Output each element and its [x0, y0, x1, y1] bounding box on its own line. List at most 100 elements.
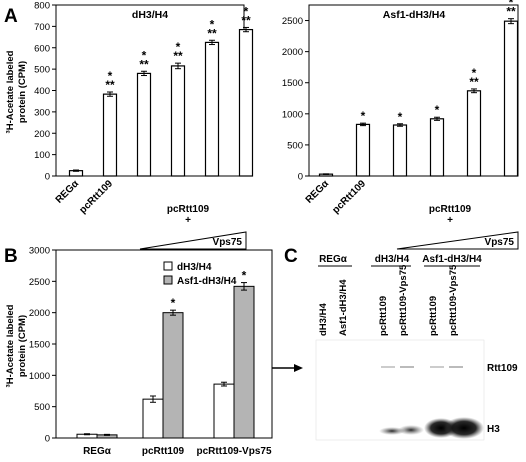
annotation-5-line-1: *: [509, 0, 514, 10]
gel-lane-5: pcRtt109: [428, 296, 439, 336]
panel-b-ylabel-line2: protein (CPM): [17, 315, 28, 377]
legend-label-asf1-dh3h4: Asf1-dH3/H4: [177, 276, 237, 287]
y-tick-label: 700: [34, 22, 50, 33]
y-tick-label: 300: [34, 107, 50, 118]
annotation-4-line-0: **: [207, 26, 217, 40]
annotation-2-1-line-0: *: [242, 269, 247, 283]
y-tick-label: 800: [34, 1, 50, 12]
y-tick-label: 100: [34, 150, 50, 161]
annotation-1-line-0: *: [361, 109, 366, 123]
annotation-3-line-1: *: [176, 40, 181, 54]
y-tick-label: 1500: [29, 340, 50, 351]
band-rtt109-lane3: [381, 366, 395, 368]
chart-title: dH3/H4: [132, 9, 168, 21]
annotation-2-line-1: *: [142, 48, 147, 62]
bar-4: [204, 41, 220, 177]
band-h3-lane6: [444, 417, 484, 439]
bar-5: [503, 20, 519, 177]
panel-label-a: A: [4, 6, 18, 27]
panel-label-b: B: [4, 246, 18, 267]
y-tick-label: 500: [287, 140, 303, 151]
category-label-2: pcRtt109-Vps75: [196, 446, 271, 457]
y-tick-label: 0: [298, 172, 303, 183]
gel-panel: REGα dH3/H4 Asf1-dH3/H4 dH3/H4 Asf1-dH3/…: [272, 254, 518, 441]
band-rtt109-lane4: [400, 366, 414, 368]
annotation-1-line-1: *: [108, 69, 113, 83]
y-tick-label: 2000: [282, 47, 303, 58]
panel-b-ylabel-line1: ³H-Acetate labeled: [5, 304, 16, 387]
group-label-line2: +: [185, 215, 191, 226]
category-label-1: pcRtt109: [142, 446, 185, 457]
gel-lane-2: Asf1-dH3/H4: [338, 279, 349, 336]
annotation-1-line-0: **: [105, 78, 115, 92]
y-tick-label: 2500: [282, 16, 303, 27]
y-tick-label: 1500: [282, 78, 303, 89]
y-tick-label: 500: [34, 65, 50, 76]
y-tick-label: 400: [34, 86, 50, 97]
chart-title: Asf1-dH3/H4: [383, 9, 446, 21]
gel-lane-4: pcRtt109-Vps75: [398, 264, 409, 336]
category-label-1: pcRtt109: [330, 178, 368, 216]
y-tick-label: 3000: [29, 246, 50, 257]
category-label-1: pcRtt109: [77, 178, 115, 216]
bar-3: [170, 65, 186, 177]
legend-label-dh3h4: dH3/H4: [177, 262, 212, 273]
y-tick-label: 500: [34, 402, 50, 413]
bar-2-0: [213, 383, 235, 439]
y-tick-label: 1000: [29, 371, 50, 382]
band-label-h3: H3: [487, 424, 500, 435]
chart-b: 0 500 1000 1500 2000 2500 3000 REGα * pcRtt109 * pc…: [29, 246, 273, 457]
band-rtt109-lane5: [430, 366, 444, 368]
annotation-5-line-0: **: [506, 5, 516, 19]
category-label-0: REGα: [54, 178, 82, 206]
wedge-triangle: [396, 231, 519, 250]
panel-label-c: C: [284, 246, 298, 267]
chart-b-legend: dH3/H4 Asf1-dH3/H4: [163, 261, 237, 287]
group-label-line1: pcRtt109: [167, 204, 210, 215]
annotation-3-line-0: **: [173, 49, 183, 63]
chart-a-dh3h4: 0100200300400500600700800dH3/H4REGα***pc…: [34, 1, 254, 250]
y-tick-label: 0: [45, 434, 50, 445]
gel-lane-3: pcRtt109: [378, 296, 389, 336]
y-tick-label: 2000: [29, 308, 50, 319]
bar-3: [429, 118, 445, 177]
wedge-label: Vps75: [485, 237, 515, 248]
legend-swatch-dh3h4: [163, 261, 173, 271]
legend-swatch-asf1-dh3h4: [163, 275, 173, 285]
gel-group-dh3h4: dH3/H4: [375, 254, 410, 265]
bar-1-0: [142, 398, 164, 439]
gel-group-asf1-dh3h4: Asf1-dH3/H4: [422, 254, 482, 265]
bar-1-1: [162, 312, 184, 439]
annotation-5-line-1: *: [244, 4, 249, 18]
gel-lane-6: pcRtt109-Vps75: [448, 264, 459, 336]
gel-group-regalpha: REGα: [319, 254, 348, 265]
band-label-rtt109: Rtt109: [487, 363, 518, 374]
bar-4: [466, 90, 482, 177]
annotation-5-line-0: **: [241, 13, 251, 27]
annotation-4-line-1: *: [210, 17, 215, 31]
annotation-3-line-0: *: [435, 103, 440, 117]
chart-a-asf1-dh3h4: 0 500 1000 1500 2000 2500 Asf1-dH3/H4 REGα * pcRt…: [282, 0, 519, 250]
annotation-4-line-0: **: [469, 75, 479, 89]
band-rtt109-lane6: [449, 366, 463, 368]
bar-2: [136, 72, 152, 177]
arrow-icon: [294, 364, 303, 372]
y-tick-label: 1000: [282, 109, 303, 120]
y-tick-label: 2500: [29, 277, 50, 288]
band-h3-lane4: [398, 425, 424, 435]
bar-1: [355, 123, 371, 177]
bar-2-1: [233, 285, 255, 439]
bar-2: [392, 124, 408, 177]
category-label-0: REGα: [304, 178, 332, 206]
plot-frame: [308, 4, 519, 177]
wedge-triangle: [139, 231, 247, 250]
bar-5: [238, 28, 254, 177]
wedge-label: Vps75: [213, 237, 243, 248]
gel-lane-1: dH3/H4: [318, 303, 329, 336]
bar-1: [102, 93, 118, 177]
y-tick-label: 600: [34, 43, 50, 54]
annotation-2-line-0: **: [139, 57, 149, 71]
annotation-2-line-0: *: [398, 110, 403, 124]
group-label-line1: pcRtt109: [429, 204, 472, 215]
group-label-line2: +: [447, 215, 453, 226]
